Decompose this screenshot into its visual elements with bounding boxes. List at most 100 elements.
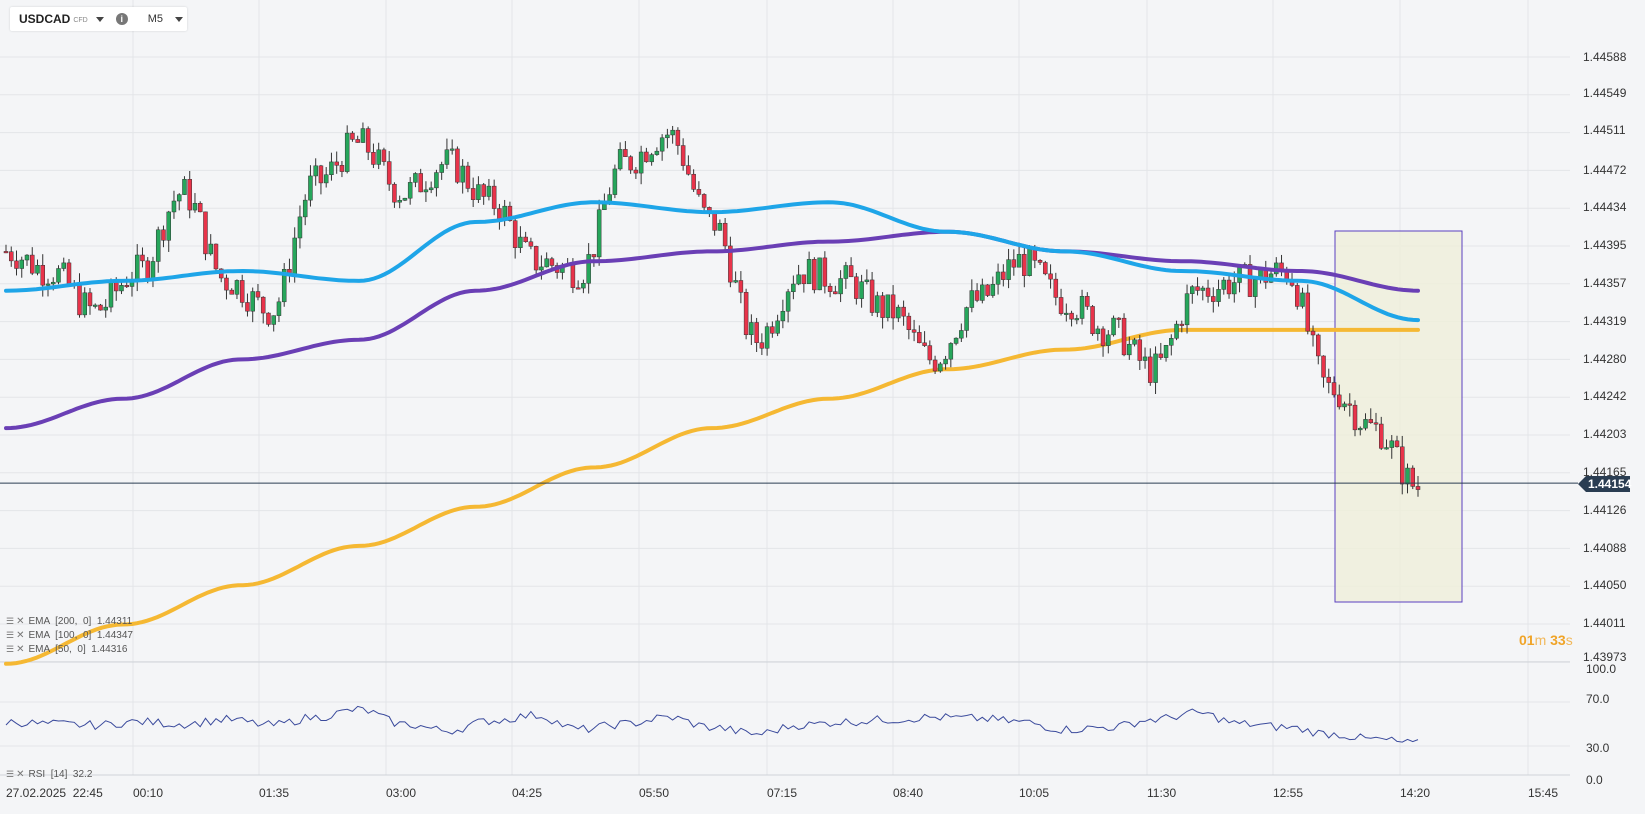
time-tick: 07:15: [767, 786, 797, 800]
candle-body: [649, 154, 654, 163]
legend-ema-50[interactable]: ☰ ✕ EMA [50, 0] 1.44316: [6, 644, 127, 655]
candle-body: [29, 254, 35, 274]
legend-rsi[interactable]: ☰ ✕ RSI [14] 32.2: [6, 769, 92, 780]
candle-body: [276, 301, 282, 316]
price-axis: 1.44588 1.44549 1.44511 1.44472 1.44434 …: [1583, 50, 1627, 664]
candle-body: [1037, 260, 1043, 263]
ema-100-path: [4, 229, 1420, 431]
candle-body: [953, 337, 959, 344]
timeframe[interactable]: M5: [147, 13, 164, 25]
price-tick: 1.44511: [1583, 123, 1626, 137]
hamburger-icon[interactable]: ☰: [6, 769, 14, 779]
candle-body: [124, 285, 129, 288]
candle-body: [423, 189, 429, 193]
price-tick: 1.44126: [1583, 503, 1627, 517]
candle-body: [780, 310, 786, 322]
candle-body: [140, 254, 145, 262]
candle-body: [1016, 254, 1022, 268]
candle-body: [638, 151, 644, 174]
ema-200-path: [4, 327, 1420, 666]
candle-body: [791, 283, 796, 292]
candle-body: [1331, 382, 1337, 396]
candle-body: [381, 149, 387, 162]
candle-body: [596, 209, 602, 258]
candle-body: [1043, 262, 1048, 275]
current-price-label: 1.44154: [1578, 476, 1632, 492]
candle-body: [481, 184, 486, 197]
ema-50-line: [4, 200, 1420, 323]
hamburger-icon[interactable]: ☰: [6, 630, 14, 640]
time-tick: 03:00: [386, 786, 416, 800]
hamburger-icon[interactable]: ☰: [6, 616, 14, 626]
time-tick: 00:10: [133, 786, 163, 800]
candle-body: [313, 165, 318, 177]
close-x-icon[interactable]: ✕: [16, 644, 25, 655]
candle-body: [113, 282, 119, 292]
candle-body: [50, 281, 56, 285]
candle-body: [722, 222, 728, 247]
candle-body: [1064, 312, 1069, 315]
candle-body: [911, 329, 917, 333]
symbol-selector[interactable]: USDCAD CFD i M5: [10, 7, 187, 31]
candle-body: [45, 283, 51, 286]
candle-body: [796, 274, 801, 285]
rsi-axis: 100.0 70.0 30.0 0.0: [1586, 662, 1616, 787]
candle-body: [523, 236, 528, 243]
candle-body: [208, 243, 213, 255]
candle-body: [575, 287, 581, 290]
candle-body: [150, 261, 156, 280]
candle-body: [266, 312, 271, 325]
candle-body: [1379, 423, 1384, 449]
candle-body: [1090, 306, 1095, 335]
candle-body: [77, 283, 82, 316]
symbol-name[interactable]: USDCAD: [19, 12, 71, 26]
candle-body: [754, 322, 759, 343]
price-tick: 1.44472: [1583, 163, 1627, 177]
candle-body: [775, 320, 780, 334]
info-icon[interactable]: i: [115, 13, 128, 25]
candle-body: [155, 229, 161, 262]
candle-body: [1221, 279, 1227, 290]
candle-body: [743, 292, 749, 336]
candle-body: [906, 315, 912, 330]
candle-body: [281, 269, 287, 303]
candle-body: [245, 302, 250, 312]
hamburger-icon[interactable]: ☰: [6, 644, 14, 654]
symbol-dropdown-icon[interactable]: [95, 16, 104, 22]
candle-body: [1232, 282, 1237, 295]
time-tick: 12:55: [1273, 786, 1303, 800]
candle-body: [386, 161, 392, 185]
time-tick: 15:45: [1528, 786, 1558, 800]
candle-body: [1111, 317, 1116, 336]
candle-body: [407, 182, 413, 199]
candle-body: [1389, 440, 1395, 448]
time-tick: 27.02.2025 22:45: [6, 786, 103, 800]
legend-ema-200[interactable]: ☰ ✕ EMA [200, 0] 1.44311: [6, 616, 132, 627]
candle-body: [1163, 345, 1169, 358]
candlesticks: [3, 122, 1421, 497]
candle-body: [512, 220, 518, 248]
candle-body: [439, 164, 444, 173]
candle-body: [1394, 440, 1400, 448]
legend-ema-100[interactable]: ☰ ✕ EMA [100, 0] 1.44347: [6, 630, 133, 641]
candle-body: [1184, 293, 1190, 326]
price-tick: 1.43973: [1583, 650, 1627, 664]
candle-body: [1253, 279, 1258, 297]
close-x-icon[interactable]: ✕: [16, 616, 25, 627]
candle-body: [392, 183, 397, 203]
candle-body: [701, 194, 707, 208]
close-x-icon[interactable]: ✕: [16, 769, 25, 780]
close-x-icon[interactable]: ✕: [16, 630, 25, 641]
candle-body: [203, 211, 208, 255]
candle-body: [738, 280, 744, 293]
price-tick: 1.44165: [1583, 465, 1627, 479]
candle-body: [470, 188, 476, 200]
price-tick: 1.44588: [1583, 50, 1627, 64]
candle-body: [239, 280, 245, 303]
candle-body: [302, 199, 308, 218]
candle-body: [360, 128, 366, 143]
candle-body: [1400, 446, 1405, 485]
rsi-tick: 0.0: [1586, 773, 1603, 787]
timeframe-dropdown-icon[interactable]: [175, 16, 184, 22]
